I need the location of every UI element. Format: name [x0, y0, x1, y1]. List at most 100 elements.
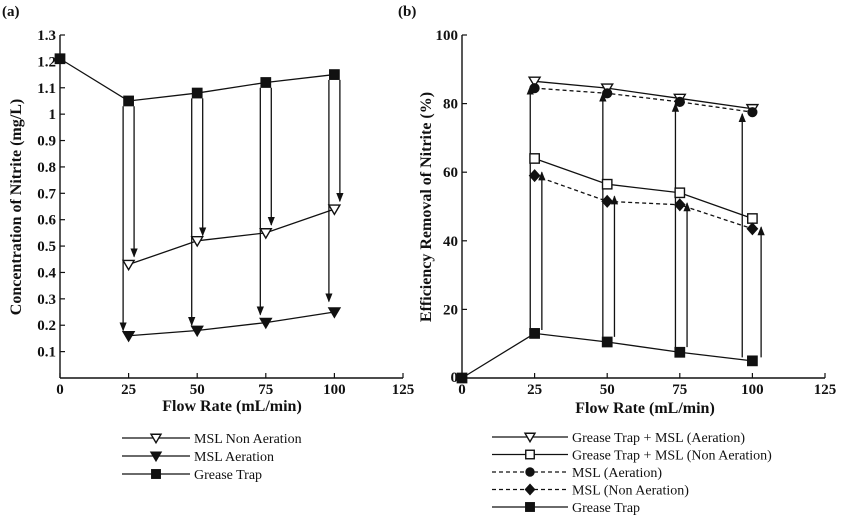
- chart-a-legend: MSL Non Aeration MSL Aeration Grease Trap: [122, 432, 302, 483]
- data-point: [529, 328, 540, 339]
- legend-marker: [525, 449, 535, 460]
- chart-a-tick-labels: 0 25 50 75 100 125 0.1 0.2 0.3 0.4 0.5 0.6 0.7 0.8 0.9…: [37, 28, 414, 398]
- legend-marker: [149, 451, 163, 463]
- data-point: [746, 222, 759, 236]
- data-point: [601, 336, 613, 348]
- series-line: [534, 175, 753, 230]
- y-tick-label: 100: [436, 28, 459, 44]
- chart-a-axes: [59, 34, 404, 379]
- chart-b-legend: Grease Trap + MSL (Aeration) Grease Trap …: [492, 431, 772, 516]
- chart-a-panel-label: (a): [2, 4, 20, 20]
- series-line: [534, 157, 753, 220]
- data-point: [121, 259, 136, 272]
- x-tick-label: 100: [741, 382, 764, 398]
- legend-entry: Grease Trap + MSL (Non Aeration): [572, 449, 772, 464]
- data-point: [260, 77, 272, 88]
- y-tick-label: 1.3: [37, 28, 56, 44]
- series-line: [128, 311, 335, 337]
- data-point: [327, 307, 342, 319]
- data-point: [527, 76, 542, 88]
- data-point: [674, 187, 686, 199]
- series-line: [534, 80, 753, 110]
- data-point: [747, 213, 758, 224]
- chart-b-tick-labels: 0 25 50 75 100 125 20 40 60 80 100 0: [436, 28, 837, 398]
- data-point: [191, 87, 203, 99]
- y-tick-label: 0.5: [37, 239, 56, 255]
- y-tick-label: 0.9: [37, 134, 56, 150]
- chart-a-xlabel: Flow Rate (mL/min): [162, 398, 302, 415]
- data-point: [674, 346, 686, 358]
- legend-marker: [525, 467, 535, 477]
- x-tick-label: 25: [121, 382, 136, 398]
- y-tick-label: 60: [443, 165, 458, 181]
- x-tick-label: 75: [672, 382, 687, 398]
- chart-b-xlabel: Flow Rate (mL/min): [575, 400, 715, 417]
- chart-a-arrows: [119, 79, 344, 332]
- data-point: [674, 96, 685, 107]
- y-tick-label: 80: [443, 97, 458, 113]
- chart-a-ylabel: Concentration of Nitrite (mg/L): [8, 99, 25, 315]
- y-tick-label: 0.7: [37, 186, 56, 202]
- legend-entry: Grease Trap: [194, 468, 262, 483]
- y-tick-label: 0.3: [37, 292, 56, 308]
- chart-a: (a) 0 25 50 75 100 125 0.1 0.2 0.3 0.4 0.5 0.6 0.7 0.…: [2, 4, 414, 483]
- legend-marker: [149, 433, 163, 445]
- x-tick-label: 0: [56, 382, 64, 398]
- legend-marker: [525, 502, 535, 512]
- x-tick-label: 25: [527, 382, 542, 398]
- data-point: [529, 153, 540, 164]
- legend-marker: [524, 483, 536, 496]
- data-point: [190, 325, 204, 338]
- data-point: [529, 83, 540, 94]
- chart-b-axes: [461, 34, 826, 379]
- data-point: [602, 88, 613, 99]
- y-tick-label: 40: [443, 234, 458, 250]
- x-tick-label: 125: [392, 382, 415, 398]
- chart-b-panel-label: (b): [398, 4, 416, 20]
- y-tick-label: 1.2: [37, 54, 56, 70]
- data-point: [190, 235, 204, 248]
- data-point: [259, 317, 273, 330]
- chart-b-markers: [456, 76, 760, 384]
- data-point: [528, 169, 541, 183]
- y-tick-label: 0.8: [37, 160, 56, 176]
- x-tick-label: 50: [190, 382, 205, 398]
- y-tick-label: 0.1: [37, 345, 56, 361]
- y-tick-label: 1.1: [37, 81, 56, 97]
- y-tick-label: 0.4: [37, 265, 56, 281]
- x-tick-label: 0: [458, 382, 466, 398]
- x-tick-label: 125: [814, 382, 837, 398]
- legend-entry: Grease Trap + MSL (Aeration): [572, 431, 745, 446]
- data-point: [329, 69, 340, 80]
- legend-entry: Grease Trap: [572, 501, 640, 516]
- y-tick-label: 20: [443, 302, 458, 318]
- x-tick-label: 75: [258, 382, 273, 398]
- data-point: [121, 330, 136, 343]
- data-point: [747, 107, 758, 118]
- y-tick-label: 0.6: [37, 213, 56, 229]
- chart-b: (b) 0 25 50 75 100 125 20 40 60 80 100 0 Flow Rate …: [398, 4, 836, 516]
- data-point: [259, 228, 273, 240]
- chart-b-lines: [461, 80, 753, 379]
- y-tick-label: 0.2: [37, 318, 56, 334]
- x-tick-label: 50: [600, 382, 615, 398]
- data-point: [123, 95, 134, 107]
- series-line: [534, 87, 753, 113]
- data-point: [327, 204, 342, 216]
- data-point: [747, 355, 758, 367]
- chart-b-ylabel: Efficiency Removal of Nitrite (%): [418, 92, 435, 322]
- legend-marker: [523, 432, 537, 444]
- x-tick-label: 100: [323, 382, 346, 398]
- legend-entry: MSL Non Aeration: [194, 432, 302, 447]
- data-point: [601, 194, 614, 208]
- chart-b-arrows: [526, 85, 765, 358]
- data-point: [673, 198, 686, 212]
- legend-entry: MSL (Aeration): [572, 466, 662, 481]
- legend-entry: MSL (Non Aeration): [572, 484, 689, 499]
- y-tick-label: 1: [49, 107, 57, 123]
- chart-a-markers: [54, 53, 342, 343]
- data-point: [601, 178, 613, 190]
- chart-a-lines: [59, 58, 335, 337]
- legend-entry: MSL Aeration: [194, 450, 274, 465]
- y-tick-label-zero: 0: [451, 370, 459, 386]
